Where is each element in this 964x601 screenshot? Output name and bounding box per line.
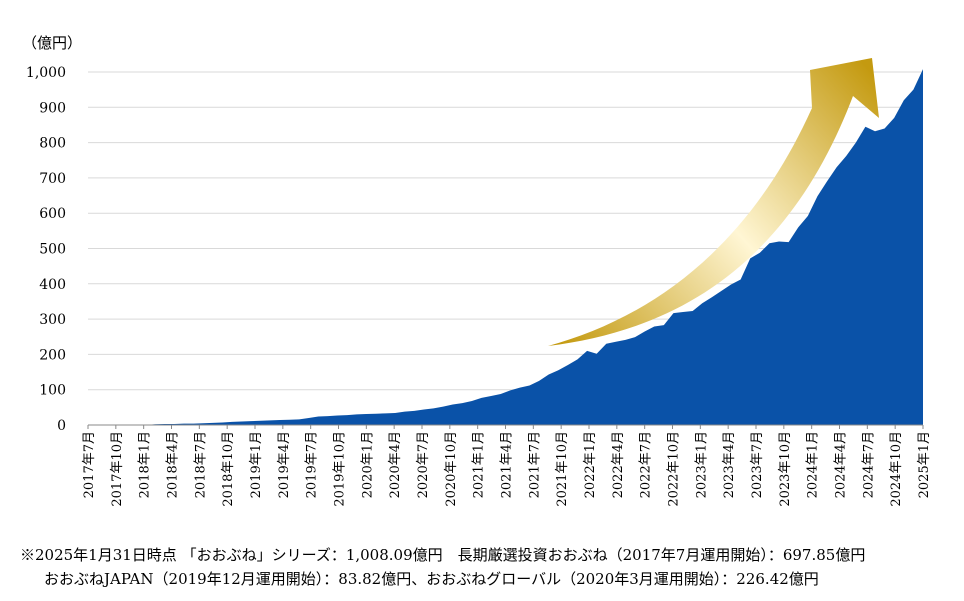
y-tick-label: 500	[39, 242, 66, 258]
x-tick-label: 2018年10月	[221, 431, 236, 507]
x-tick-label: 2017年10月	[110, 431, 125, 507]
aum-area-series	[88, 69, 923, 426]
y-tick-label: 100	[39, 383, 66, 399]
y-axis-unit-label: （億円）	[22, 34, 82, 52]
x-tick-label: 2022年1月	[583, 431, 598, 498]
x-tick-label: 2019年10月	[333, 431, 348, 507]
x-tick-label: 2018年1月	[138, 431, 153, 498]
y-tick-label: 1,000	[26, 65, 66, 81]
y-tick-label: 300	[39, 312, 66, 328]
x-tick-label: 2020年10月	[444, 431, 459, 507]
x-tick-label: 2021年1月	[472, 431, 487, 498]
x-tick-label: 2019年1月	[249, 431, 264, 498]
y-tick-label: 700	[39, 171, 66, 187]
y-tick-label: 200	[39, 347, 66, 363]
y-tick-label: 400	[39, 277, 66, 293]
y-tick-label: 0	[57, 418, 66, 434]
x-tick-label: 2019年4月	[277, 431, 292, 498]
y-axis-ticks: 0 100 200 300 400 500 600 700 800 900 1,000	[26, 65, 66, 434]
footnote-line-1: ※2025年1月31日時点 「おおぶね」シリーズ：1,008.09億円 長期厳選…	[20, 546, 866, 564]
x-tick-label: 2020年7月	[416, 431, 431, 498]
x-tick-label: 2021年7月	[527, 431, 542, 498]
x-axis-ticks: 2017年7月 2017年10月 2018年1月 2018年4月 2018年7月 2018…	[82, 425, 932, 507]
x-tick-label: 2021年4月	[500, 431, 515, 498]
x-tick-label: 2020年4月	[388, 431, 403, 498]
x-tick-label: 2019年7月	[305, 431, 320, 498]
y-tick-label: 800	[39, 136, 66, 152]
footnote-line-2: おおぶねJAPAN（2019年12月運用開始）：83.82億円、おおぶねグローバ…	[44, 570, 819, 588]
x-tick-label: 2017年7月	[82, 431, 97, 498]
x-tick-label: 2022年10月	[667, 431, 682, 507]
x-tick-label: 2018年7月	[193, 431, 208, 498]
x-tick-label: 2021年10月	[555, 431, 570, 507]
x-tick-label: 2024年10月	[889, 431, 904, 507]
x-tick-label: 2023年1月	[694, 431, 709, 498]
x-tick-label: 2023年7月	[750, 431, 765, 498]
x-tick-label: 2023年10月	[778, 431, 793, 507]
y-tick-label: 900	[39, 100, 66, 116]
x-tick-label: 2022年4月	[611, 431, 626, 498]
x-tick-label: 2018年4月	[166, 431, 181, 498]
y-tick-label: 600	[39, 206, 66, 222]
x-tick-label: 2025年1月	[917, 431, 932, 498]
x-tick-label: 2022年7月	[639, 431, 654, 498]
x-tick-label: 2020年1月	[360, 431, 375, 498]
growth-arrow-icon	[548, 58, 879, 346]
x-tick-label: 2024年1月	[806, 431, 821, 498]
x-tick-label: 2024年7月	[861, 431, 876, 498]
gridlines	[88, 71, 923, 391]
x-tick-label: 2023年4月	[722, 431, 737, 498]
x-tick-label: 2024年4月	[834, 431, 849, 498]
